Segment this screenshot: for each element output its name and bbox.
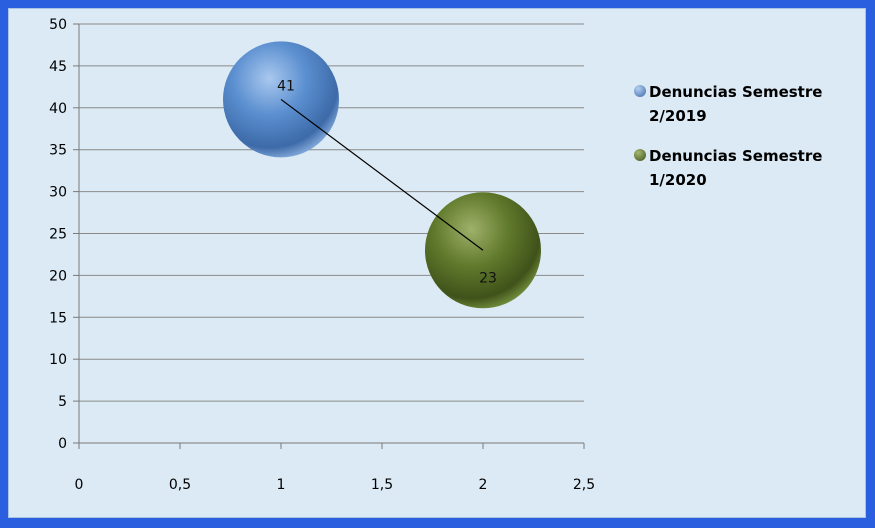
y-axis-ticks: 0 5 10 15 20 25 30 35 40 45 50 — [49, 17, 79, 452]
y-tick-label: 0 — [58, 436, 67, 452]
x-tick-label: 1,5 — [371, 477, 393, 493]
x-axis-ticks: 0 0,5 1 1,5 2 2,5 — [75, 443, 595, 493]
y-tick-label: 30 — [49, 185, 67, 201]
y-tick-label: 35 — [49, 143, 67, 159]
y-tick-label: 45 — [49, 59, 67, 75]
legend-label-2019: Denuncias Semestre 2/2019 — [649, 83, 823, 125]
legend-marker-2020 — [634, 149, 646, 161]
data-label-2020: 23 — [479, 270, 497, 286]
trendline — [280, 98, 484, 251]
x-tick-label: 2,5 — [573, 477, 595, 493]
bubble-2020 — [425, 192, 541, 309]
x-tick-label: 0,5 — [169, 477, 191, 493]
trendline-segment — [280, 98, 484, 251]
x-tick-label: 1 — [277, 477, 286, 493]
data-labels: 41 23 — [277, 78, 497, 286]
data-label-2019: 41 — [277, 78, 295, 94]
legend-marker-2019 — [634, 85, 646, 97]
legend-item-2020: Denuncias Semestre 1/2020 — [632, 144, 872, 192]
y-tick-label: 10 — [49, 352, 67, 368]
y-tick-label: 5 — [58, 394, 67, 410]
x-tick-label: 0 — [75, 477, 84, 493]
legend-label-2020: Denuncias Semestre 1/2020 — [649, 147, 823, 189]
legend: Denuncias Semestre 2/2019 Denuncias Seme… — [632, 80, 872, 208]
y-tick-label: 20 — [49, 268, 67, 284]
legend-item-2019: Denuncias Semestre 2/2019 — [632, 80, 872, 128]
y-tick-label: 25 — [49, 227, 67, 243]
x-tick-label: 2 — [479, 477, 488, 493]
y-tick-label: 40 — [49, 101, 67, 117]
y-tick-label: 50 — [49, 17, 67, 33]
y-tick-label: 15 — [49, 310, 67, 326]
